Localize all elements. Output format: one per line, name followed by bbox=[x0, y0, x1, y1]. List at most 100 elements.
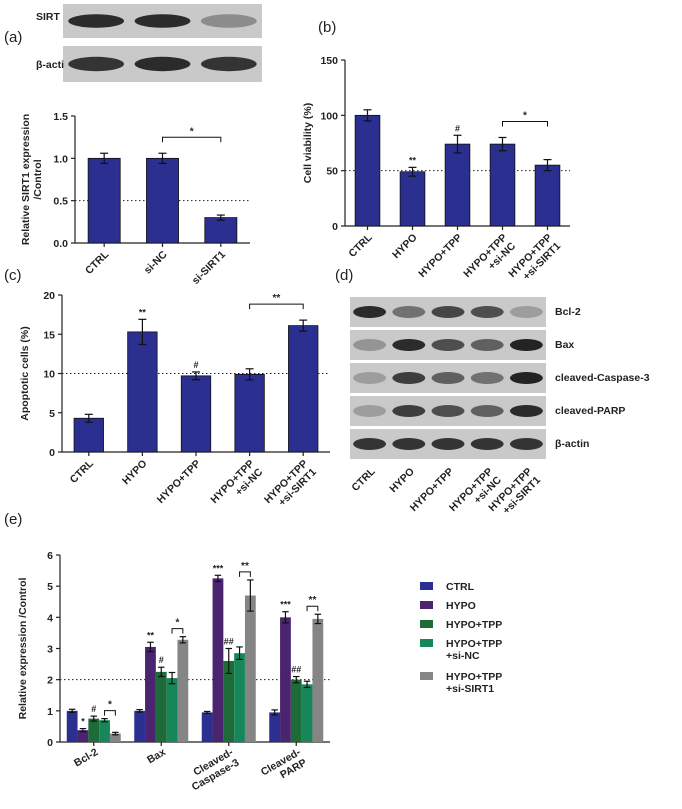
x-tick-label: si-NC bbox=[142, 248, 170, 276]
blot-band bbox=[353, 438, 387, 450]
bar bbox=[73, 417, 104, 453]
blot-band bbox=[470, 306, 504, 318]
significance-mark: ** bbox=[147, 630, 155, 640]
bar bbox=[534, 164, 561, 227]
bar bbox=[88, 718, 100, 742]
x-tick-label: HYPO bbox=[390, 232, 420, 262]
y-tick-label: 10 bbox=[43, 369, 55, 381]
y-tick-label: 0 bbox=[49, 447, 55, 459]
significance-bracket bbox=[249, 303, 304, 310]
significance-mark: ** bbox=[309, 595, 317, 606]
bar bbox=[444, 143, 471, 227]
x-tick-label: Bax bbox=[145, 746, 168, 766]
blot-band bbox=[509, 372, 543, 384]
panel-label: (c) bbox=[4, 267, 22, 284]
significance-mark: ** bbox=[139, 307, 147, 317]
panel-label: (b) bbox=[318, 19, 336, 36]
bar bbox=[244, 595, 256, 742]
x-tick-label: CTRL bbox=[83, 248, 112, 277]
x-tick-label: HYPO+TPP bbox=[416, 232, 464, 280]
bar bbox=[166, 678, 178, 742]
bar bbox=[399, 171, 426, 227]
blot-label: cleaved-Caspase-3 bbox=[555, 372, 650, 384]
y-tick-label: 20 bbox=[43, 290, 55, 302]
blot-band bbox=[431, 339, 465, 351]
x-tick-label: HYPO+TPP+si-SIRT1 bbox=[262, 458, 319, 515]
blot-band bbox=[134, 56, 191, 72]
blot-band bbox=[392, 372, 426, 384]
significance-mark: *** bbox=[280, 600, 291, 610]
bar bbox=[201, 712, 213, 742]
blot-lane-label: HYPO bbox=[387, 466, 417, 496]
significance-mark: * bbox=[175, 618, 179, 629]
y-tick-label: 1 bbox=[47, 706, 53, 718]
blot-band bbox=[470, 438, 504, 450]
blot-band bbox=[353, 372, 387, 384]
x-tick-label: Cleaved-PARP bbox=[259, 746, 309, 789]
bar bbox=[155, 671, 167, 742]
blot-label: β-actin bbox=[555, 438, 589, 450]
x-tick-label: HYPO+TPP bbox=[155, 458, 203, 506]
significance-mark: # bbox=[159, 655, 164, 665]
legend-swatch bbox=[420, 601, 433, 609]
significance-bracket bbox=[104, 710, 116, 716]
bar bbox=[66, 710, 78, 742]
bar bbox=[145, 646, 156, 742]
bar bbox=[204, 217, 238, 244]
significance-bracket bbox=[306, 605, 319, 612]
y-tick-label: 15 bbox=[43, 329, 55, 341]
bar bbox=[234, 653, 245, 742]
bar bbox=[280, 617, 291, 742]
bar bbox=[312, 618, 324, 742]
legend-label: CTRL bbox=[446, 581, 475, 593]
significance-bracket bbox=[502, 120, 548, 127]
x-tick-label: CTRL bbox=[346, 231, 375, 260]
y-tick-label: 150 bbox=[320, 55, 338, 67]
blot-label: β-acti bbox=[36, 59, 64, 71]
y-axis-label: Relative expression /Control bbox=[17, 578, 29, 720]
significance-mark: # bbox=[91, 704, 96, 714]
x-tick-label: HYPO+TPP+si-NC bbox=[461, 231, 518, 288]
y-axis-label: Cell viability (%) bbox=[302, 103, 314, 184]
blot-label: Bcl-2 bbox=[555, 306, 581, 318]
panel-label: (a) bbox=[4, 29, 22, 46]
blot-band bbox=[431, 372, 465, 384]
blot-band bbox=[392, 306, 426, 318]
x-tick-label: HYPO+TPP+si-SIRT1 bbox=[506, 232, 563, 289]
blot-band bbox=[509, 306, 543, 318]
blot-band bbox=[509, 339, 543, 351]
blot-band bbox=[431, 405, 465, 417]
bar bbox=[269, 712, 281, 742]
blot-band bbox=[470, 372, 504, 384]
significance-bracket bbox=[171, 628, 184, 634]
x-tick-label: HYPO+TPP+si-NC bbox=[208, 457, 265, 514]
legend-swatch bbox=[420, 639, 433, 647]
legend-label: HYPO+TPP bbox=[446, 619, 502, 631]
y-tick-label: 6 bbox=[47, 550, 53, 562]
legend-label: HYPO bbox=[446, 600, 476, 612]
blot-band bbox=[134, 14, 191, 28]
significance-mark: ## bbox=[291, 665, 301, 675]
y-tick-label: 4 bbox=[47, 612, 53, 624]
bar bbox=[212, 578, 224, 742]
significance-mark: ** bbox=[241, 561, 249, 572]
y-tick-label: 0.5 bbox=[53, 196, 68, 208]
blot-band bbox=[353, 339, 387, 351]
y-tick-label: 0 bbox=[47, 737, 53, 749]
y-axis-label: Relative SIRT1 expression/Control bbox=[20, 114, 44, 245]
significance-mark: ## bbox=[224, 637, 234, 647]
blot-band bbox=[392, 438, 426, 450]
bar bbox=[354, 114, 381, 227]
bar bbox=[146, 157, 179, 244]
significance-mark: * bbox=[108, 700, 112, 711]
blot-band bbox=[353, 405, 387, 417]
bar bbox=[109, 733, 121, 742]
legend-label: HYPO+TPP +si-SIRT1 bbox=[446, 671, 502, 695]
y-tick-label: 5 bbox=[47, 581, 53, 593]
y-tick-label: 1.0 bbox=[53, 153, 68, 165]
bar bbox=[223, 660, 235, 742]
bar bbox=[290, 679, 302, 742]
y-axis-label: Apoptotic cells (%) bbox=[19, 326, 31, 421]
blot-band bbox=[431, 306, 465, 318]
